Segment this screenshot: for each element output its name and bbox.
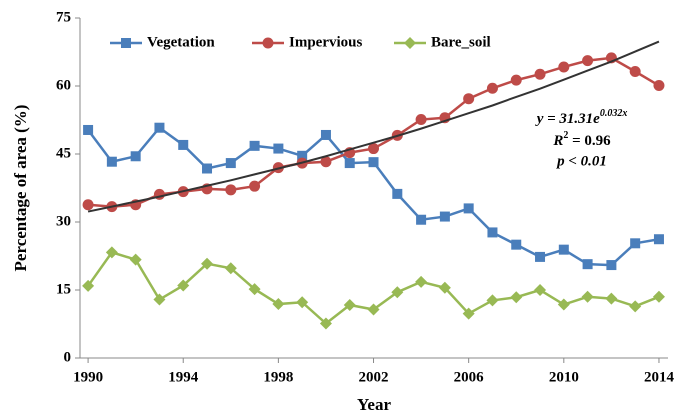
marker <box>438 281 451 294</box>
marker <box>416 214 427 225</box>
marker <box>415 275 428 288</box>
marker <box>225 158 236 169</box>
marker <box>296 296 309 309</box>
r-symbol: R <box>552 133 563 149</box>
marker <box>392 188 403 199</box>
marker <box>581 290 594 303</box>
x-tick-label: 2010 <box>549 369 579 385</box>
r-squared: R2 = 0.96 <box>552 130 611 149</box>
marker <box>224 262 237 275</box>
r-value: = 0.96 <box>568 133 611 149</box>
y-tick-label: 45 <box>56 145 71 161</box>
marker <box>367 303 380 316</box>
marker <box>486 294 499 307</box>
marker <box>105 246 118 259</box>
marker <box>249 140 260 151</box>
marker <box>319 317 332 330</box>
marker <box>606 260 617 271</box>
x-axis-label: Year <box>357 395 391 414</box>
x-tick-label: 1998 <box>263 369 293 385</box>
marker <box>582 55 594 67</box>
y-tick-label: 0 <box>64 349 72 365</box>
x-tick-label: 1990 <box>73 369 103 385</box>
marker <box>653 80 665 92</box>
marker <box>129 253 142 266</box>
x-tick-label: 2002 <box>359 369 389 385</box>
marker <box>653 234 664 245</box>
marker <box>535 251 546 262</box>
marker <box>439 211 450 222</box>
marker <box>130 151 141 162</box>
marker <box>463 93 475 105</box>
equation-exponent: 0.032x <box>600 108 628 119</box>
marker <box>249 180 261 192</box>
marker <box>202 163 213 174</box>
marker <box>343 298 356 311</box>
r-power: 2 <box>563 130 568 141</box>
y-tick-label: 30 <box>56 213 71 229</box>
marker <box>415 114 427 126</box>
series-line <box>87 56 660 208</box>
legend-label: Bare_soil <box>431 34 491 50</box>
marker <box>510 74 522 86</box>
marker <box>320 129 331 140</box>
marker <box>297 150 308 161</box>
marker <box>558 244 569 255</box>
marker <box>106 156 117 167</box>
marker <box>557 298 570 311</box>
marker <box>487 227 498 238</box>
marker <box>225 184 237 196</box>
y-tick-label: 75 <box>56 9 71 25</box>
x-tick-label: 1994 <box>168 369 199 385</box>
marker <box>582 259 593 270</box>
marker <box>82 199 94 211</box>
marker <box>83 124 94 135</box>
marker <box>121 38 131 48</box>
marker <box>320 156 332 168</box>
marker <box>629 300 642 313</box>
legend-label: Vegetation <box>147 34 215 50</box>
marker <box>368 157 379 168</box>
marker <box>534 284 547 296</box>
p-value: p < 0.01 <box>555 153 607 169</box>
marker <box>462 307 475 320</box>
marker <box>262 37 274 49</box>
x-tick-label: 2014 <box>644 369 675 385</box>
marker <box>344 158 355 169</box>
y-axis-label: Percentage of area (%) <box>11 105 30 272</box>
marker <box>154 122 165 133</box>
marker <box>82 279 95 292</box>
marker <box>273 143 284 154</box>
marker <box>652 290 665 303</box>
marker <box>558 61 570 73</box>
x-tick-label: 2006 <box>454 369 485 385</box>
equation-text: y = 31.31e <box>535 111 600 127</box>
trend-line <box>87 40 660 213</box>
equation: y = 31.31e0.032x <box>535 108 628 127</box>
marker <box>629 65 641 77</box>
marker <box>534 68 546 80</box>
marker <box>511 239 522 250</box>
marker <box>153 293 166 306</box>
marker <box>486 82 498 94</box>
marker <box>510 291 523 304</box>
marker <box>630 238 641 249</box>
marker <box>605 292 618 305</box>
y-tick-label: 15 <box>56 281 71 297</box>
marker <box>391 286 404 299</box>
marker <box>201 257 214 270</box>
marker <box>248 283 261 296</box>
legend-label: Impervious <box>289 34 363 50</box>
marker <box>463 203 474 214</box>
y-tick-label: 60 <box>56 77 71 93</box>
marker <box>177 279 190 292</box>
marker <box>178 139 189 150</box>
marker <box>272 298 285 311</box>
marker <box>368 143 380 155</box>
marker <box>404 37 416 49</box>
